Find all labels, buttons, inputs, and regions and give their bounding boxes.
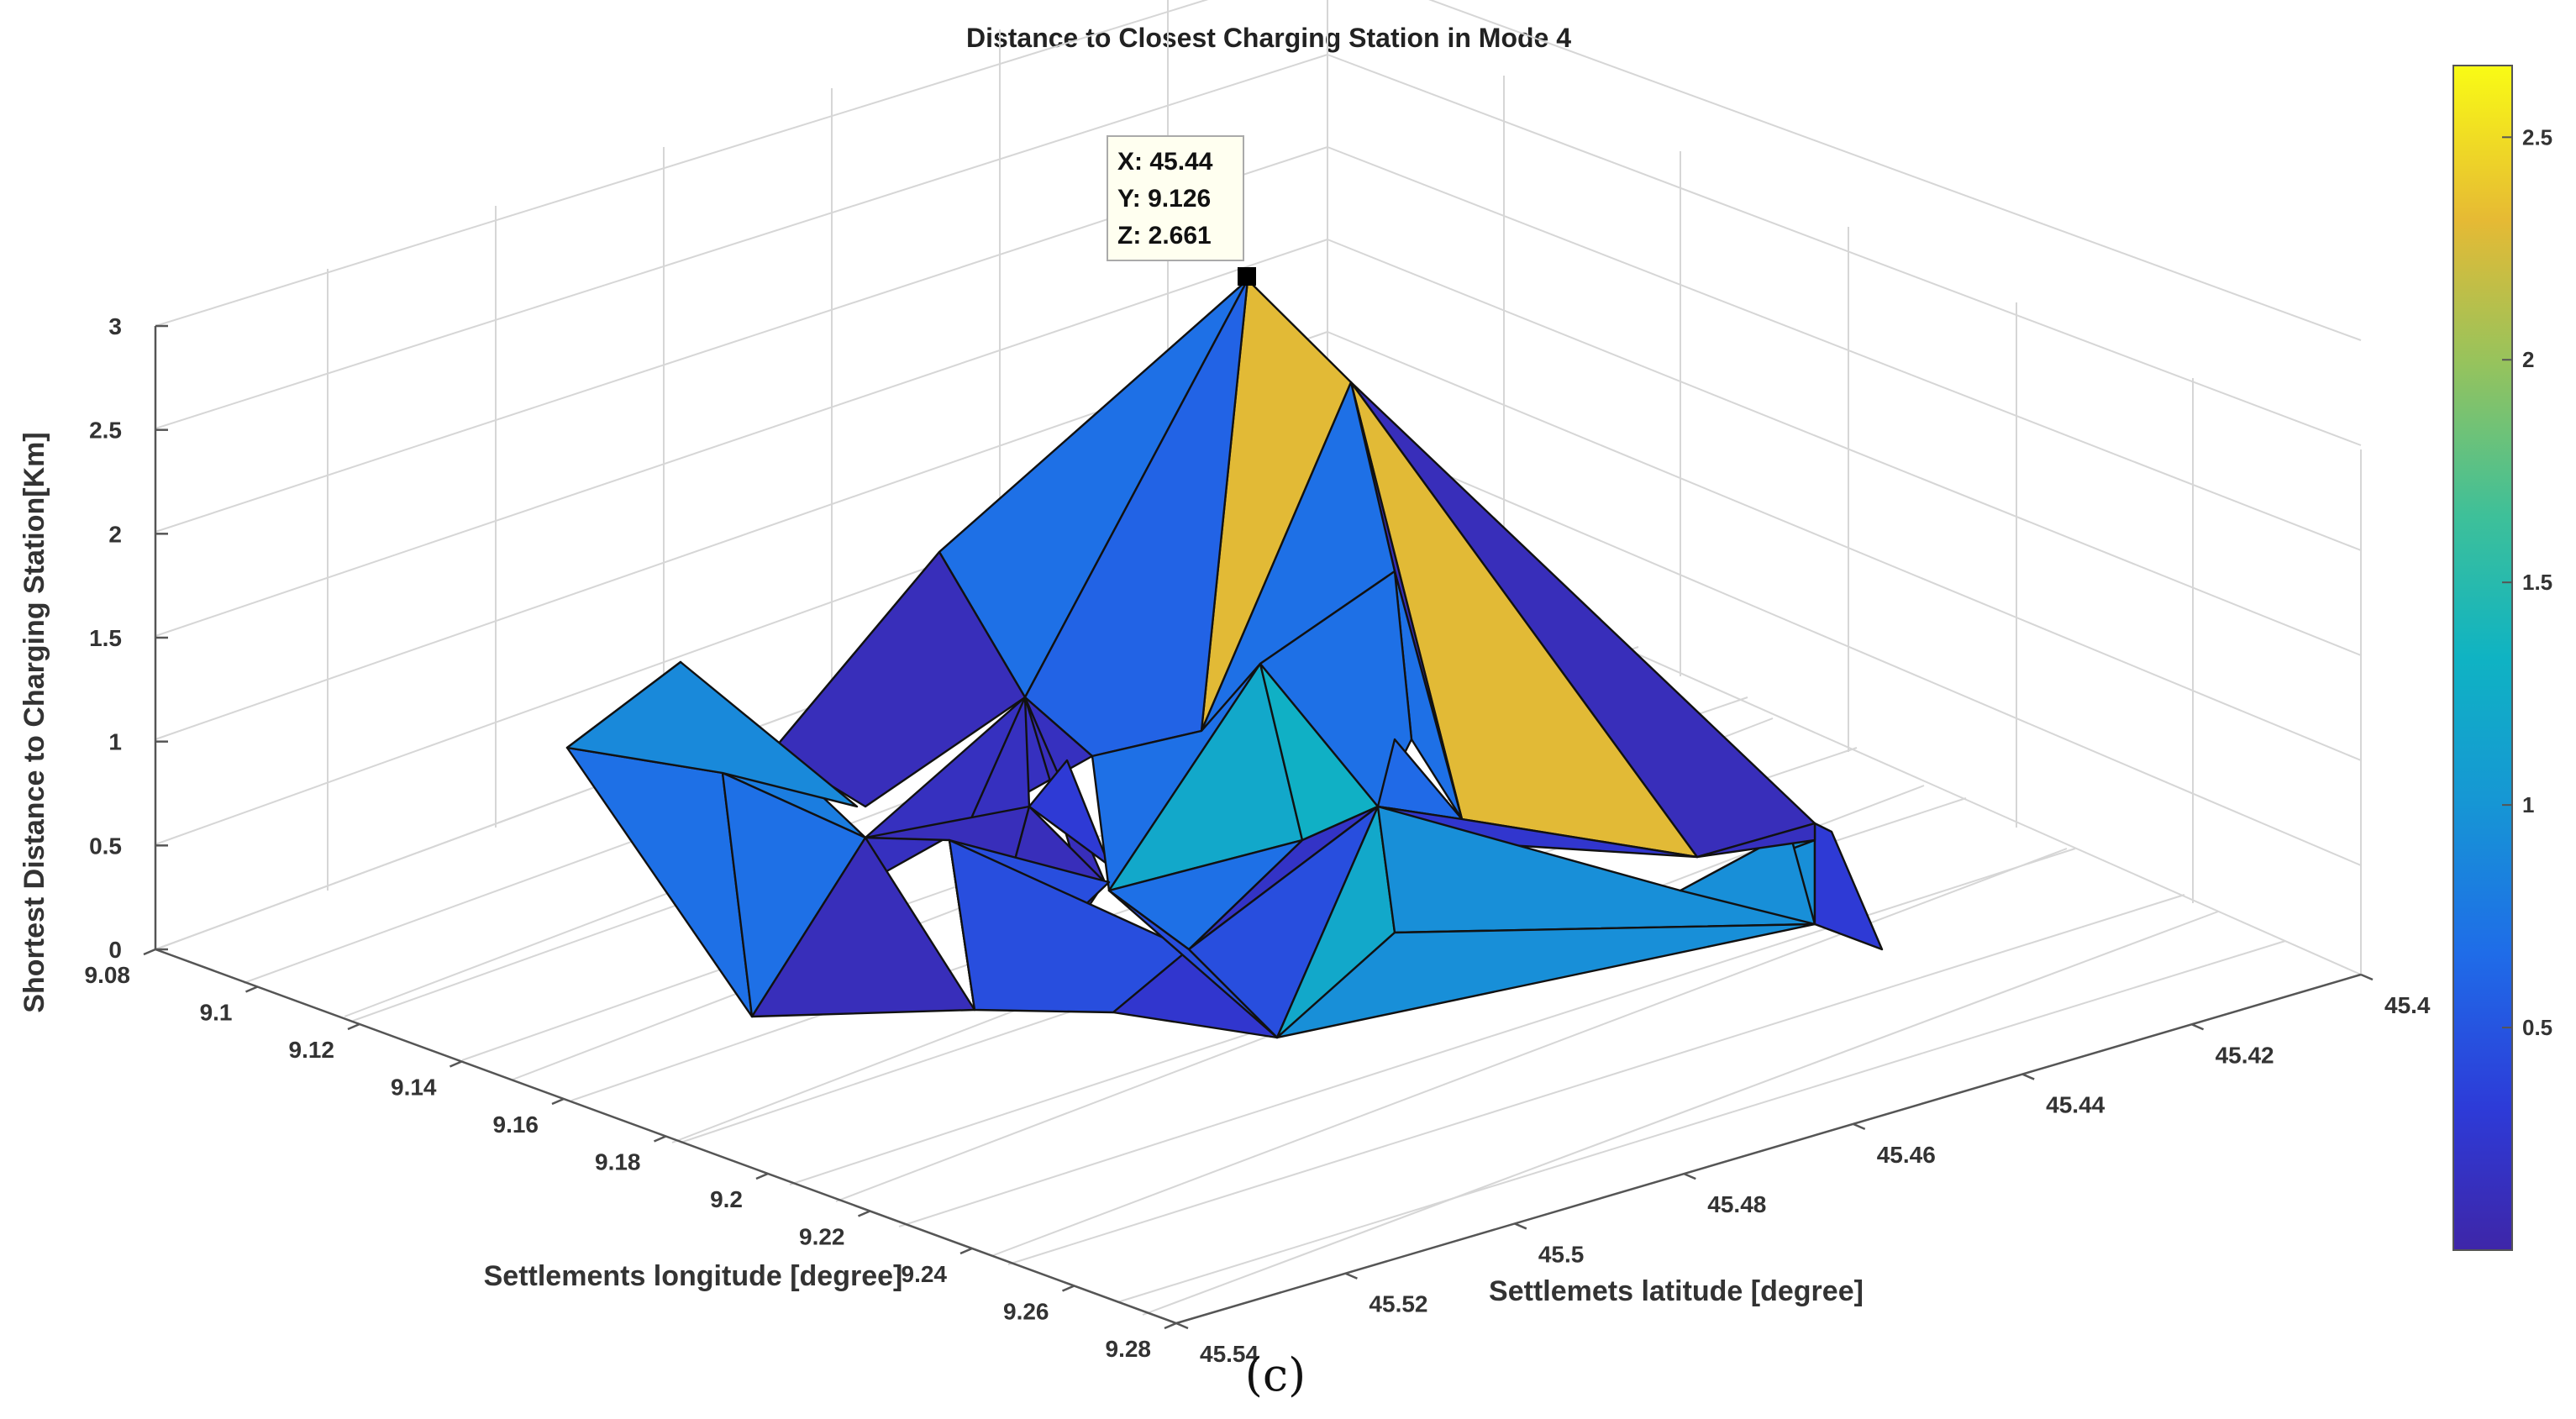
z-tick-label: 2 xyxy=(108,521,122,547)
facet-22 xyxy=(1259,570,1413,808)
z-tick-label: 1 xyxy=(108,729,122,755)
x-tick-label: 9.12 xyxy=(289,1037,335,1063)
facet-26 xyxy=(750,836,976,1018)
facet-8 xyxy=(771,550,1027,808)
y-tick-mark xyxy=(1514,1222,1527,1230)
x-tick-mark xyxy=(1164,1322,1177,1330)
y-tick-mark xyxy=(2191,1023,2205,1031)
datatip-z: Z: 2.661 xyxy=(1117,222,1212,250)
colorbar-tick-label: 0.5 xyxy=(2522,1015,2552,1040)
z-tick-label: 1.5 xyxy=(89,625,122,651)
datatip[interactable]: X: 45.44 Y: 9.126 Z: 2.661 xyxy=(1107,135,1256,286)
x-tick-label: 9.14 xyxy=(391,1075,437,1101)
y-tick-mark xyxy=(2021,1073,2035,1080)
y-tick-label: 45.4 xyxy=(2384,992,2431,1018)
y-axis-label: Settlemets latitude [degree] xyxy=(1489,1275,1864,1307)
x-tick-mark xyxy=(654,1135,666,1143)
x-tick-label: 9.26 xyxy=(1003,1299,1049,1325)
x-tick-mark xyxy=(245,985,258,993)
datatip-box xyxy=(1107,135,1244,261)
x-tick-label: 9.24 xyxy=(902,1261,948,1287)
z-tick-label: 2.5 xyxy=(89,418,122,444)
z-axis-ticks: 0 0.5 1 1.5 2 2.5 3 xyxy=(89,313,168,963)
colorbar-tick-label: 2.5 xyxy=(2522,124,2552,150)
datatip-x: X: 45.44 xyxy=(1117,148,1213,176)
x-tick-mark xyxy=(755,1172,769,1180)
x-tick-label: 9.08 xyxy=(85,962,131,988)
datatip-y: Y: 9.126 xyxy=(1117,185,1211,213)
facet-39 xyxy=(1679,830,1816,926)
x-axis-label: Settlements longitude [degree] xyxy=(484,1260,903,1292)
y-tick-label: 45.48 xyxy=(1707,1191,1766,1217)
x-tick-label: 9.28 xyxy=(1106,1336,1152,1362)
z-tick-label: 0 xyxy=(108,937,122,963)
facet-18 xyxy=(1028,759,1111,867)
y-tick-mark xyxy=(1175,1322,1189,1330)
y-tick-label: 45.54 xyxy=(1200,1341,1259,1367)
y-tick-mark xyxy=(1853,1122,1866,1131)
x-tick-mark xyxy=(143,948,156,956)
y-axis-ticks: 45.4 45.42 45.44 45.46 45.48 45.5 45.52 45.54 xyxy=(1175,973,2431,1367)
z-axis-label: Shortest Distance to Charging Station[Km… xyxy=(18,432,50,1012)
y-tick-label: 45.42 xyxy=(2216,1042,2274,1068)
y-tick-label: 45.5 xyxy=(1538,1241,1585,1267)
x-tick-label: 9.1 xyxy=(200,1000,233,1026)
facet-37 xyxy=(1275,922,1816,1039)
colorbar-tick-label: 1 xyxy=(2522,792,2534,817)
facet-40 xyxy=(565,660,859,808)
colorbar-tick-label: 2 xyxy=(2522,347,2534,372)
x-tick-mark xyxy=(347,1022,360,1031)
x-tick-mark xyxy=(551,1097,565,1106)
facet-33 xyxy=(1107,889,1279,1039)
colorbar-ticks: 0.5 1 1.5 2 2.5 xyxy=(2502,124,2552,1040)
colorbar-gradient xyxy=(2452,65,2513,1251)
x-axis-ticks: 9.08 9.1 9.12 9.14 9.16 9.18 9.2 9.22 9.24 9.26 9.… xyxy=(85,948,1177,1362)
x-tick-mark xyxy=(959,1247,973,1255)
x-tick-label: 9.2 xyxy=(710,1186,743,1212)
y-tick-mark xyxy=(1683,1172,1696,1180)
y-tick-label: 45.44 xyxy=(2046,1092,2105,1118)
x-tick-label: 9.22 xyxy=(799,1224,845,1250)
facet-41 xyxy=(1813,822,1884,951)
y-tick-mark xyxy=(1344,1272,1358,1280)
y-tick-mark xyxy=(2360,973,2374,981)
x-tick-mark xyxy=(449,1060,462,1068)
colorbar-tick-label: 1.5 xyxy=(2522,570,2552,595)
x-tick-label: 9.16 xyxy=(493,1112,539,1138)
facet-42 xyxy=(1695,822,1816,859)
x-tick-mark xyxy=(858,1210,870,1217)
chart-title: Distance to Closest Charging Station in … xyxy=(966,23,1571,53)
colorbar: 0.5 1 1.5 2 2.5 xyxy=(2452,65,2552,1251)
y-tick-label: 45.46 xyxy=(1877,1142,1936,1168)
figure-caption: (c) xyxy=(1245,1348,1306,1401)
x-tick-label: 9.18 xyxy=(595,1149,641,1175)
z-tick-label: 3 xyxy=(108,313,122,339)
y-tick-label: 45.52 xyxy=(1369,1291,1427,1317)
datatip-marker xyxy=(1238,267,1256,286)
x-tick-mark xyxy=(1062,1285,1075,1292)
z-tick-label: 0.5 xyxy=(89,833,122,859)
surface xyxy=(565,278,1884,1039)
